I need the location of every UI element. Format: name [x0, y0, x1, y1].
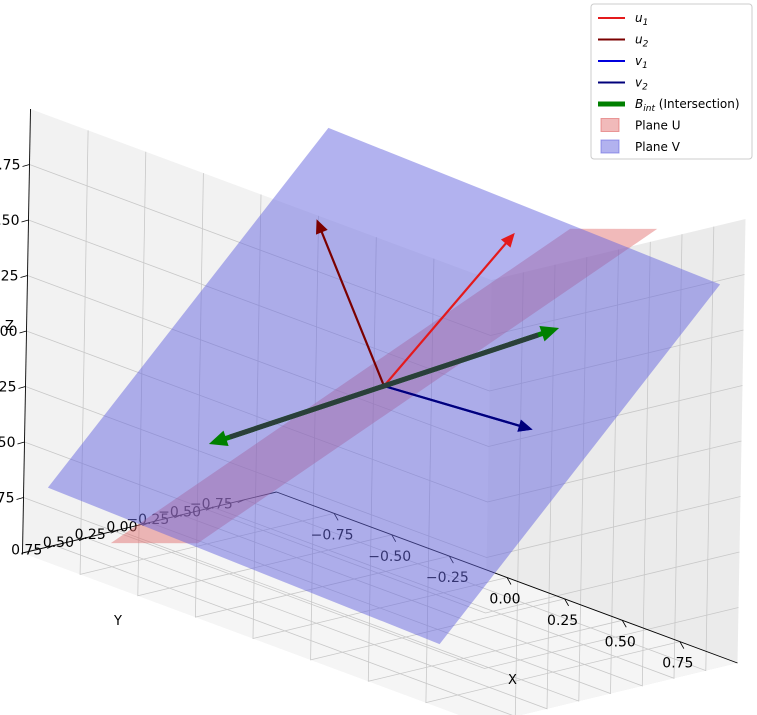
x-tick	[621, 620, 627, 628]
z-axis-label: Z	[5, 319, 14, 334]
vector-v2-head	[517, 419, 533, 432]
y-tick	[110, 529, 118, 534]
y-tick-label: 0.75	[11, 542, 42, 558]
z-tick-label: 0.25	[0, 269, 19, 285]
vectors	[208, 219, 560, 446]
y-axis-label: Y	[113, 614, 122, 629]
x-tick	[679, 641, 685, 649]
intersection-pos-head	[539, 326, 560, 342]
x-tick-label: 0.50	[605, 634, 636, 650]
z-tick-label: −0.25	[0, 380, 17, 396]
vector-u2-shaft	[320, 231, 386, 388]
z-tick-label: 0.50	[0, 213, 20, 229]
z-tick	[21, 219, 29, 223]
x-tick	[564, 598, 569, 607]
legend-label: u2	[635, 33, 649, 50]
z-tick-label: −0.75	[0, 491, 15, 507]
legend: u1 u2 v1 v2 Bint (Intersection) Plane U Plane …	[590, 3, 753, 160]
intersection-line-overlay	[229, 332, 539, 440]
z-tick	[17, 441, 25, 445]
legend-swatch	[600, 139, 620, 154]
vector-u2-head	[316, 219, 328, 235]
z-tick-label: −0.50	[0, 435, 16, 451]
legend-label: Plane U	[635, 119, 681, 133]
y-tick	[47, 545, 55, 549]
x-axis-label: X	[508, 673, 517, 688]
legend-label: Plane V	[635, 140, 681, 154]
legend-label: v1	[635, 54, 648, 71]
x-tick	[506, 577, 512, 585]
legend-label: v2	[635, 76, 648, 93]
z-tick	[18, 386, 26, 389]
gridline-z	[23, 497, 739, 669]
y-tick	[78, 537, 87, 542]
legend-box	[590, 3, 753, 160]
z-tick-label: 0.75	[0, 158, 21, 174]
x-tick-label: 0.75	[662, 656, 693, 672]
legend-label: u1	[635, 11, 648, 28]
z-tick	[16, 497, 24, 500]
x-tick-label: 0.00	[489, 592, 520, 608]
legend-label: Bint (Intersection)	[635, 97, 740, 114]
vector-v2-shaft	[382, 384, 521, 427]
z-tick	[22, 164, 30, 167]
z-tick	[19, 330, 27, 334]
intersection-neg-head	[208, 430, 229, 446]
vector-u1-shaft	[382, 242, 507, 388]
vector-u1-head	[500, 232, 515, 248]
legend-swatch	[600, 118, 620, 132]
z-tick-label: 0.00	[0, 324, 18, 340]
z-tick	[20, 275, 28, 278]
x-tick-label: 0.25	[547, 613, 578, 629]
